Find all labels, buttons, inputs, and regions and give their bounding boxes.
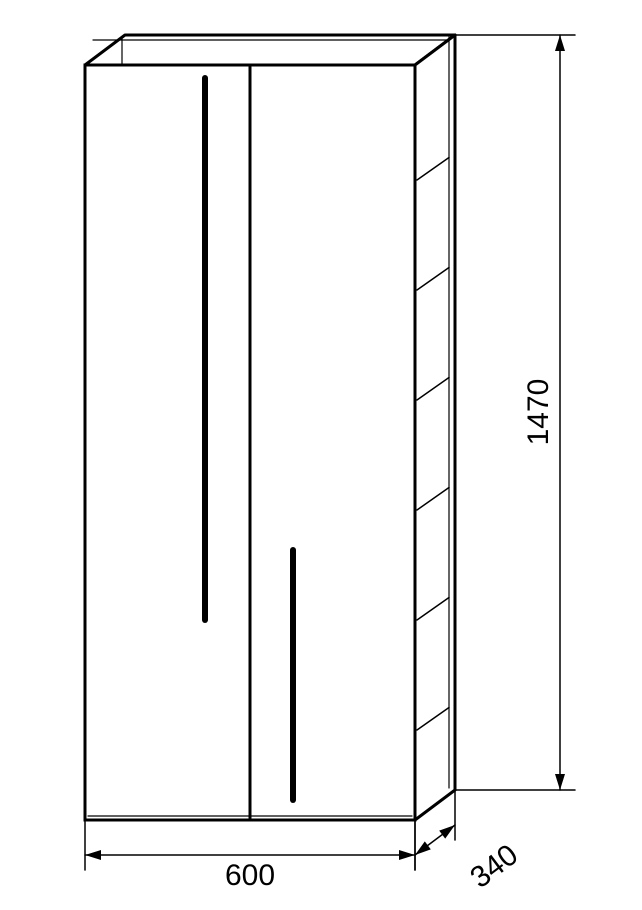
- technical-drawing: 600 340 1470: [0, 0, 642, 910]
- dim-width-label: 600: [225, 859, 275, 892]
- cabinet: [85, 35, 455, 820]
- dim-depth-label: 340: [464, 838, 524, 894]
- dim-height-label: 1470: [522, 379, 555, 446]
